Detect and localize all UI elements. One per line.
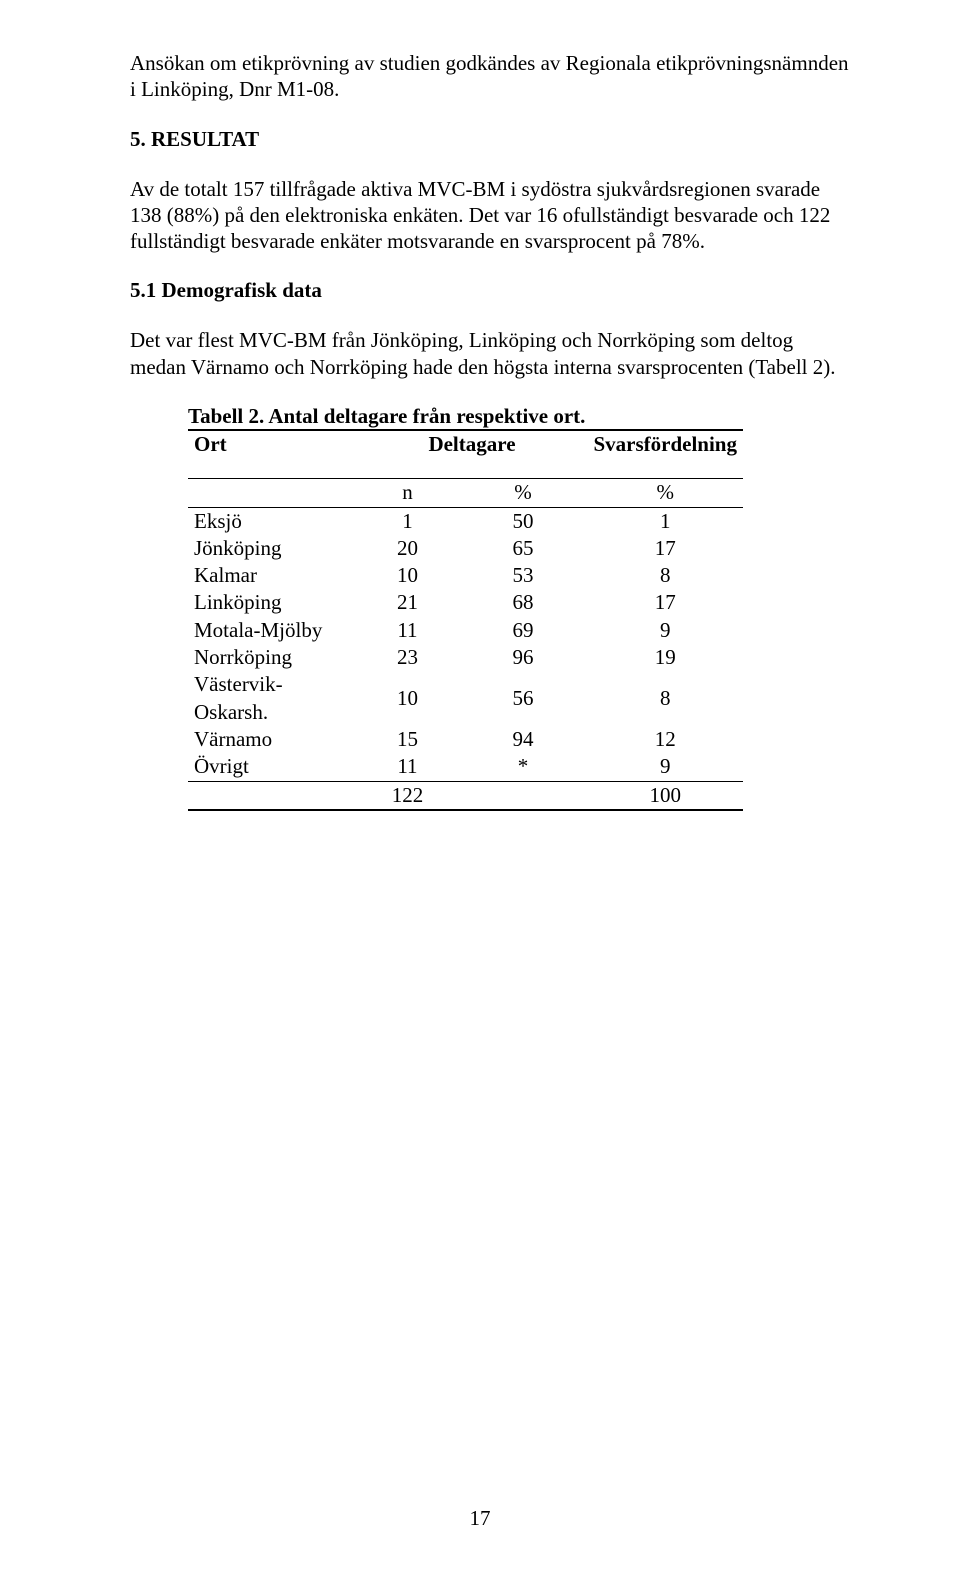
table-row: Linköping 21 68 17 bbox=[188, 589, 743, 616]
heading-demografisk: 5.1 Demografisk data bbox=[130, 278, 850, 303]
cell-sv: 19 bbox=[587, 644, 743, 671]
cell-ort: Västervik-Oskarsh. bbox=[188, 671, 356, 726]
cell-sv: 9 bbox=[587, 753, 743, 781]
cell-sv: 12 bbox=[587, 726, 743, 753]
cell-sv: 17 bbox=[587, 535, 743, 562]
paragraph-response: Av de totalt 157 tillfrågade aktiva MVC-… bbox=[130, 176, 850, 255]
table-title: Tabell 2. Antal deltagare från respektiv… bbox=[188, 404, 850, 429]
cell-n: 15 bbox=[356, 726, 458, 753]
table-row: Kalmar 10 53 8 bbox=[188, 562, 743, 589]
cell-ort: Övrigt bbox=[188, 753, 356, 781]
cell-pct bbox=[458, 781, 587, 810]
cell-n: 11 bbox=[356, 617, 458, 644]
cell-pct: 50 bbox=[458, 507, 587, 535]
col-deltagare: Deltagare bbox=[356, 430, 587, 458]
cell-n: 21 bbox=[356, 589, 458, 616]
table-row: Eksjö 1 50 1 bbox=[188, 507, 743, 535]
cell-n: 23 bbox=[356, 644, 458, 671]
cell-sv: 9 bbox=[587, 617, 743, 644]
cell-sv: 1 bbox=[587, 507, 743, 535]
cell-pct: 65 bbox=[458, 535, 587, 562]
col-ort: Ort bbox=[188, 430, 356, 458]
table-title-rest: Antal deltagare från respektive ort. bbox=[264, 404, 585, 428]
paragraph-table-intro: Det var flest MVC-BM från Jönköping, Lin… bbox=[130, 327, 850, 380]
cell-ort: Norrköping bbox=[188, 644, 356, 671]
cell-n: 122 bbox=[356, 781, 458, 810]
cell-ort: Motala-Mjölby bbox=[188, 617, 356, 644]
table-row: Norrköping 23 96 19 bbox=[188, 644, 743, 671]
cell-n: 10 bbox=[356, 671, 458, 726]
cell-ort: Linköping bbox=[188, 589, 356, 616]
sub-pct: % bbox=[458, 479, 587, 507]
cell-pct: 96 bbox=[458, 644, 587, 671]
table-container: Tabell 2. Antal deltagare från respektiv… bbox=[188, 404, 850, 811]
col-svar: Svarsfördelning bbox=[587, 430, 743, 458]
cell-pct: * bbox=[458, 753, 587, 781]
table-title-label: Tabell 2. bbox=[188, 404, 264, 428]
cell-pct: 53 bbox=[458, 562, 587, 589]
page-number: 17 bbox=[0, 1506, 960, 1531]
table-row: Motala-Mjölby 11 69 9 bbox=[188, 617, 743, 644]
table-row: Jönköping 20 65 17 bbox=[188, 535, 743, 562]
sub-sv: % bbox=[587, 479, 743, 507]
cell-ort: Värnamo bbox=[188, 726, 356, 753]
table-deltagare: Ort Deltagare Svarsfördelning n % % Eksj… bbox=[188, 429, 743, 811]
cell-sv: 8 bbox=[587, 562, 743, 589]
cell-pct: 68 bbox=[458, 589, 587, 616]
cell-n: 11 bbox=[356, 753, 458, 781]
sub-n: n bbox=[356, 479, 458, 507]
page: Ansökan om etikprövning av studien godkä… bbox=[0, 0, 960, 1573]
table-row: Övrigt 11 * 9 bbox=[188, 753, 743, 781]
table-header-row: Ort Deltagare Svarsfördelning bbox=[188, 430, 743, 458]
cell-pct: 94 bbox=[458, 726, 587, 753]
cell-n: 10 bbox=[356, 562, 458, 589]
cell-sv: 17 bbox=[587, 589, 743, 616]
heading-resultat: 5. RESULTAT bbox=[130, 127, 850, 152]
cell-ort: Eksjö bbox=[188, 507, 356, 535]
table-subheader-row: n % % bbox=[188, 479, 743, 507]
cell-sv: 8 bbox=[587, 671, 743, 726]
table-spacer bbox=[188, 458, 743, 479]
cell-ort: Kalmar bbox=[188, 562, 356, 589]
sub-blank bbox=[188, 479, 356, 507]
cell-n: 20 bbox=[356, 535, 458, 562]
cell-sv: 100 bbox=[587, 781, 743, 810]
table-row: Västervik-Oskarsh. 10 56 8 bbox=[188, 671, 743, 726]
cell-pct: 69 bbox=[458, 617, 587, 644]
table-row: Värnamo 15 94 12 bbox=[188, 726, 743, 753]
cell-pct: 56 bbox=[458, 671, 587, 726]
paragraph-ethics: Ansökan om etikprövning av studien godkä… bbox=[130, 50, 850, 103]
cell-ort bbox=[188, 781, 356, 810]
cell-n: 1 bbox=[356, 507, 458, 535]
cell-ort: Jönköping bbox=[188, 535, 356, 562]
table-total-row: 122 100 bbox=[188, 781, 743, 810]
